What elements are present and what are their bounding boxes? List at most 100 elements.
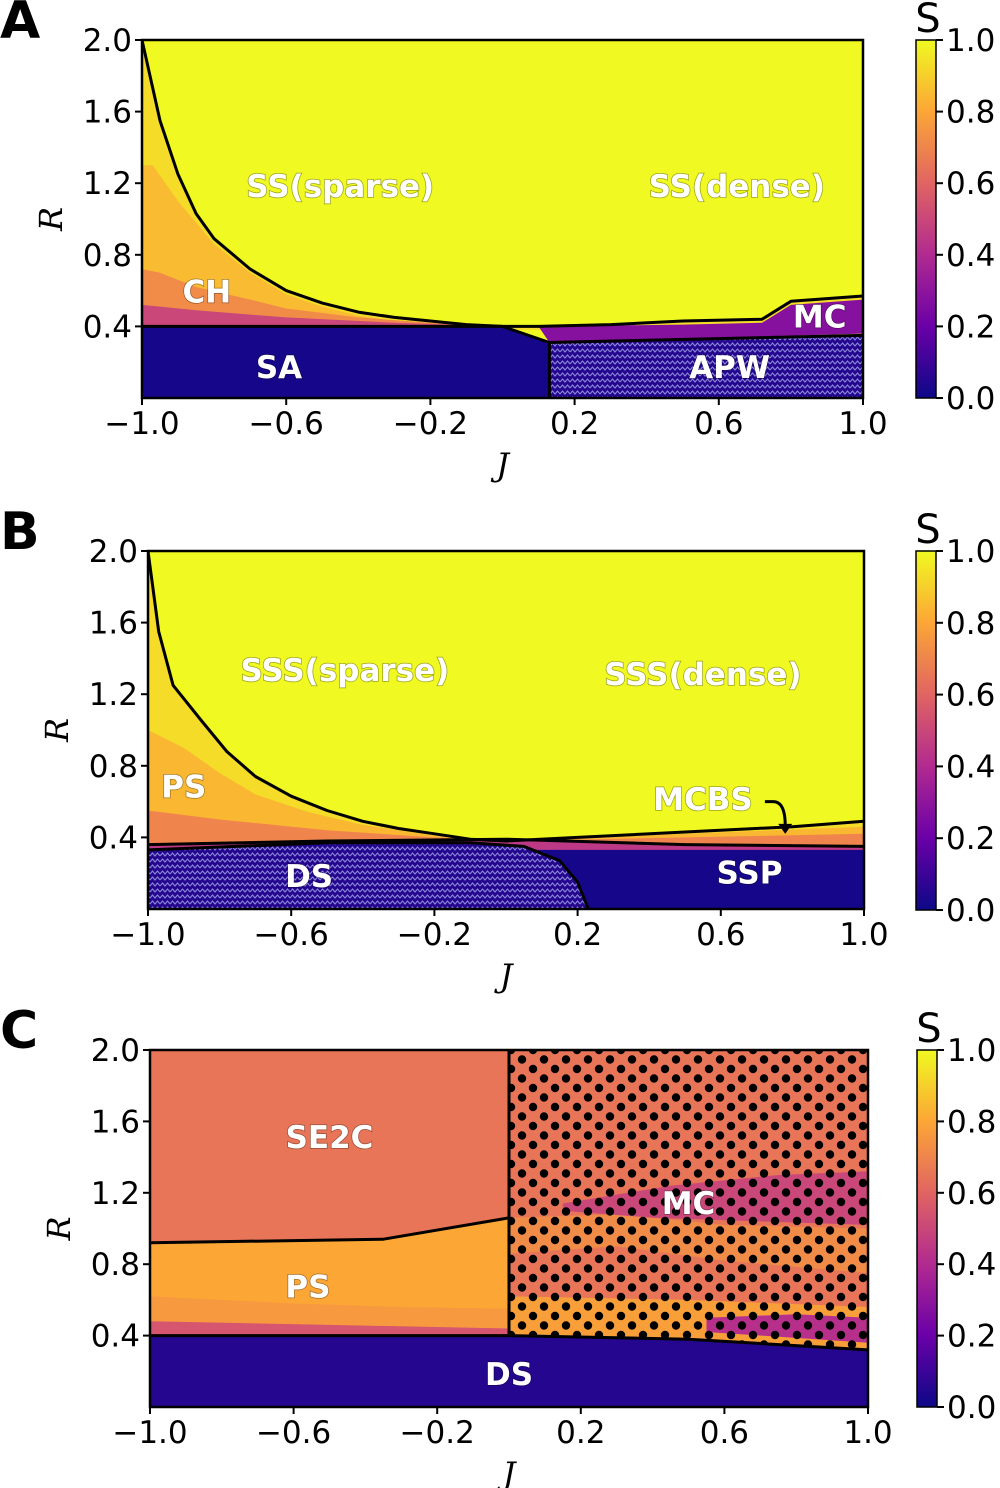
colorbar-tick-label: 0.2 — [947, 1319, 996, 1355]
region-fill-ds — [150, 1335, 868, 1407]
y-tick-label: 2.0 — [91, 1033, 140, 1069]
colorbar-tick-label: 0.6 — [946, 678, 995, 714]
y-tick-label: 1.6 — [83, 95, 132, 131]
x-tick-label: −1.0 — [110, 917, 185, 953]
plot-area — [150, 1050, 868, 1407]
colorbar-tick-label: 0.0 — [946, 381, 995, 417]
colorbar-tick-label: 1.0 — [947, 1033, 996, 1069]
x-tick-label: −0.2 — [400, 1415, 475, 1451]
region-fill-mc — [538, 299, 863, 343]
region-label: SSS(dense) — [604, 657, 801, 693]
colorbar-tick-label: 0.2 — [946, 309, 995, 345]
region-label: MCBS — [653, 782, 753, 818]
region-hatch-apw — [549, 335, 863, 398]
region-label: MC — [662, 1186, 716, 1222]
colorbar-tick-label: 0.8 — [947, 1104, 996, 1140]
x-tick-label: 0.2 — [556, 1415, 605, 1451]
region-fill-ch-low — [142, 269, 503, 327]
y-axis-label: R — [40, 1216, 78, 1241]
colorbar-bar — [915, 550, 937, 911]
colorbar: 0.0 0.2 0.4 0.6 0.8 1.0S — [915, 507, 995, 929]
y-tick-label: 1.6 — [91, 1104, 140, 1140]
region-label: SSS(sparse) — [240, 653, 449, 689]
y-tick-label: 0.4 — [91, 1319, 140, 1355]
colorbar-tick-label: 1.0 — [946, 23, 995, 59]
region-label: PS — [285, 1270, 330, 1306]
x-tick-label: 0.2 — [550, 406, 599, 442]
region-fill-ps-mid — [148, 730, 864, 850]
colorbar-label: S — [915, 507, 940, 553]
plot-area — [148, 551, 864, 909]
boundary-ss-ch — [142, 40, 863, 328]
x-axis-label: J — [497, 1455, 518, 1488]
panel-C: SE2C MC PS DS −1.0 −0.6 −0.2 0.2 0.6 1.0 0.4 0.8 1.2… — [0, 1001, 996, 1488]
region-label: SS(sparse) — [246, 169, 434, 205]
panel-label: A — [0, 0, 40, 51]
y-tick-label: 0.4 — [83, 309, 132, 345]
y-tick-label: 0.8 — [89, 749, 138, 785]
colorbar-tick-label: 0.8 — [946, 95, 995, 131]
plot-area — [142, 40, 863, 398]
y-axis-label: R — [32, 207, 70, 232]
plot-frame — [140, 38, 865, 400]
region-label: SE2C — [286, 1120, 374, 1156]
colorbar-tick-label: 0.6 — [946, 166, 995, 202]
plot-frame — [146, 549, 866, 911]
region-label: MC — [793, 300, 847, 336]
colorbar-tick-label: 0.6 — [947, 1176, 996, 1212]
region-fill-ps-edge — [150, 1321, 509, 1336]
region-label: DS — [285, 859, 333, 895]
colorbar-tick-label: 0.0 — [946, 893, 995, 929]
x-tick-label: −1.0 — [112, 1415, 187, 1451]
panel-label: B — [0, 502, 40, 562]
y-tick-label: 0.4 — [89, 820, 138, 856]
boundary-ds-top — [148, 841, 590, 909]
boundary-sss-ps — [148, 551, 864, 843]
plot-frame — [148, 1048, 870, 1409]
x-tick-label: 0.2 — [553, 917, 602, 953]
region-hatch-ds — [148, 842, 589, 909]
colorbar-tick-label: 1.0 — [946, 534, 995, 570]
boundary-ps-low — [148, 837, 864, 848]
boundary-se2c-ps — [150, 1216, 510, 1245]
region-fill-ch-edge — [142, 304, 503, 327]
y-tick-label: 1.2 — [83, 166, 132, 202]
y-tick-label: 2.0 — [89, 534, 138, 570]
y-tick-label: 1.6 — [89, 606, 138, 642]
x-tick-label: −0.2 — [397, 917, 472, 953]
region-label: APW — [689, 350, 770, 386]
x-tick-label: −0.6 — [254, 917, 329, 953]
x-tick-label: 0.6 — [694, 406, 743, 442]
x-tick-label: 1.0 — [839, 917, 888, 953]
y-tick-label: 2.0 — [83, 23, 132, 59]
region-label: SSP — [716, 855, 782, 891]
y-tick-label: 0.8 — [91, 1247, 140, 1283]
x-axis-label: J — [494, 957, 515, 995]
colorbar-label: S — [916, 1006, 941, 1052]
colorbar-bar — [915, 39, 937, 399]
colorbar-tick-label: 0.4 — [947, 1247, 996, 1283]
boundary-ds-top — [150, 1334, 868, 1352]
x-tick-label: 0.6 — [696, 917, 745, 953]
x-tick-label: −0.2 — [393, 406, 468, 442]
colorbar-bar — [916, 1049, 938, 1408]
colorbar-tick-label: 0.4 — [946, 749, 995, 785]
region-label: SA — [256, 350, 302, 386]
x-tick-label: −0.6 — [249, 406, 324, 442]
region-label: DS — [485, 1357, 533, 1393]
mcbs-arrow — [764, 800, 787, 826]
x-tick-label: −0.6 — [256, 1415, 331, 1451]
region-fill-sa — [142, 326, 550, 398]
x-tick-label: −1.0 — [104, 406, 179, 442]
boundary-sa-top — [142, 324, 550, 344]
mcbs-arrow-head — [778, 823, 793, 834]
colorbar: 0.0 0.2 0.4 0.6 0.8 1.0S — [916, 1006, 996, 1426]
x-tick-label: 0.6 — [700, 1415, 749, 1451]
colorbar-tick-label: 0.8 — [946, 606, 995, 642]
colorbar-tick-label: 0.2 — [946, 821, 995, 857]
region-dots-mc — [509, 1050, 868, 1350]
colorbar-tick-label: 0.4 — [946, 238, 995, 274]
y-tick-label: 1.2 — [91, 1176, 140, 1212]
y-tick-label: 0.8 — [83, 238, 132, 274]
